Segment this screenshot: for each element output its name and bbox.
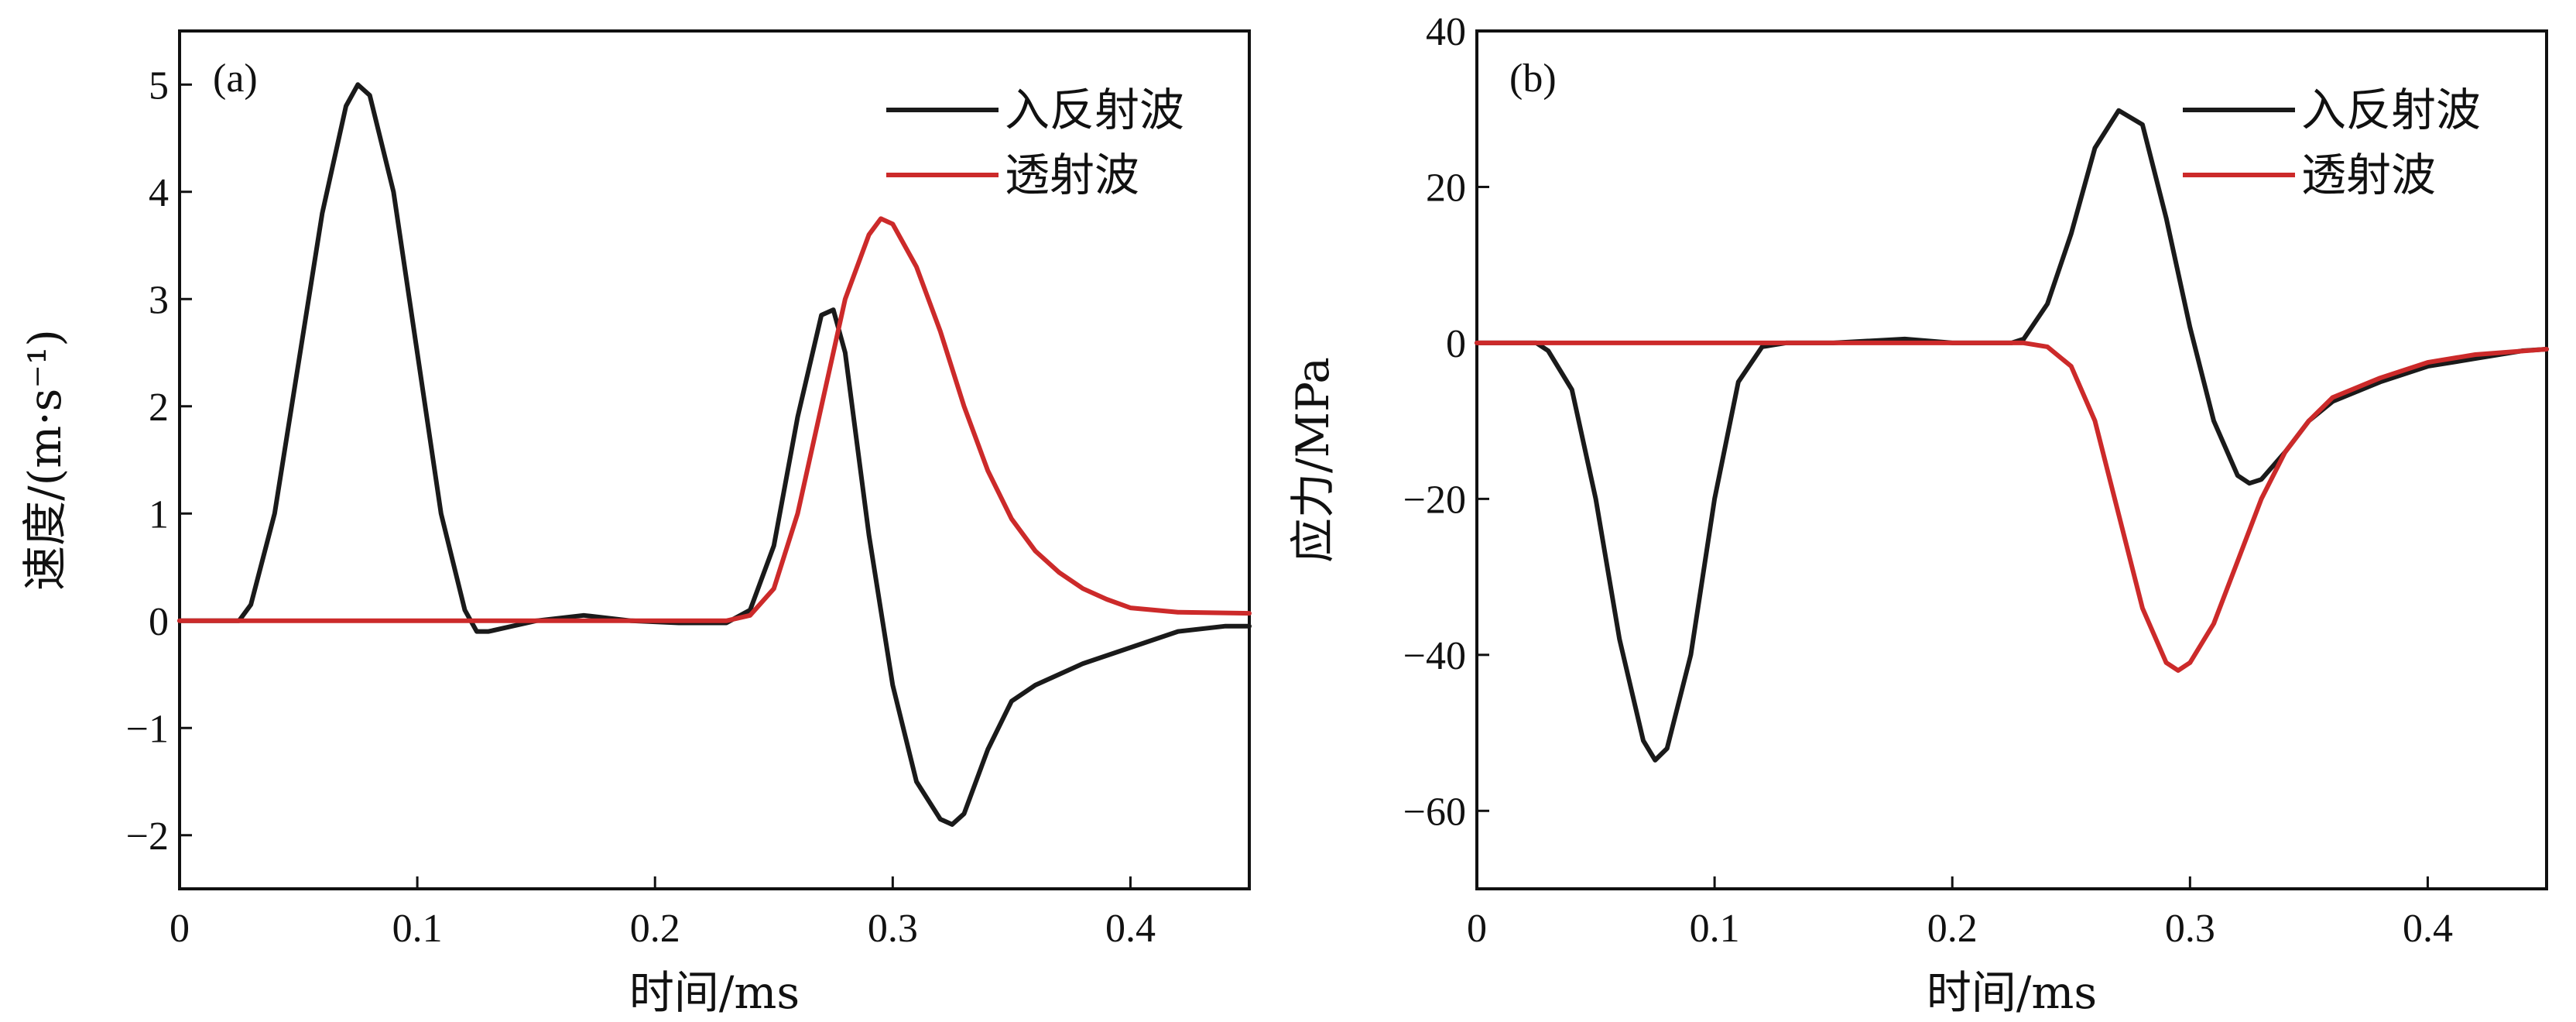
y-axis-label-a: 速度/(m·s⁻¹): [19, 329, 71, 591]
x-tick-label: 0.2: [1927, 907, 1978, 951]
legend-label-transmitted-b: 透射波: [2301, 149, 2436, 201]
x-tick-label: 0.3: [868, 907, 918, 951]
x-tick-label: 0: [1467, 907, 1487, 951]
y-tick-label: 1: [149, 492, 169, 537]
series-line-transmitted-b: [1475, 340, 2549, 673]
panel-label-a: (a): [213, 57, 258, 101]
axis-ticks-b: 0 0.1 0.2 0.3 0.4 −60 −40 −20 0 20 40: [1403, 10, 2453, 951]
x-tick-label: 0.3: [2165, 907, 2215, 951]
y-axis-label-b: 应力/MPa: [1286, 357, 1339, 563]
series-line-incident-reflected-b: [1475, 108, 2549, 763]
x-tick-label: 0.4: [2403, 907, 2453, 951]
y-tick-label: 0: [1446, 322, 1466, 366]
legend-label-transmitted-a: 透射波: [1005, 149, 1139, 201]
x-tick-label: 0: [170, 907, 190, 951]
x-tick-label: 0.2: [630, 907, 680, 951]
axis-ticks-a: 0 0.1 0.2 0.3 0.4 −2 −1 0 1 2 3 4 5: [126, 63, 1156, 951]
y-tick-label: 20: [1426, 166, 1466, 210]
legend-b: 入反射波 透射波: [2183, 84, 2481, 201]
x-tick-label: 0.4: [1105, 907, 1156, 951]
legend-a: 入反射波 透射波: [886, 84, 1184, 201]
y-tick-label: −40: [1403, 634, 1466, 678]
y-tick-label: 3: [149, 278, 169, 322]
legend-label-incident-reflected-b: 入反射波: [2301, 84, 2481, 136]
plot-frame-b: [1475, 29, 2548, 890]
y-tick-label: 0: [149, 600, 169, 644]
y-tick-label: −1: [126, 707, 169, 751]
y-tick-label: 4: [149, 171, 169, 215]
x-axis-label-a: 时间/ms: [629, 966, 800, 1019]
series-line-transmitted-a: [177, 216, 1252, 623]
x-axis-label-b: 时间/ms: [1927, 966, 2097, 1019]
series-group-b: [1475, 108, 2549, 763]
y-tick-label: −60: [1403, 790, 1466, 834]
panel-a: 0 0.1 0.2 0.3 0.4 −2 −1 0 1 2 3 4 5 (a) 入反射波 透射波 时间/…: [19, 29, 1252, 1019]
y-tick-label: 2: [149, 386, 169, 430]
plot-frame-a: [178, 29, 1251, 890]
panel-b: 0 0.1 0.2 0.3 0.4 −60 −40 −20 0 20 40 (b) 入反射波 透射波…: [1286, 10, 2549, 1019]
x-tick-label: 0.1: [1690, 907, 1740, 951]
y-tick-label: −20: [1403, 478, 1466, 522]
y-tick-label: −2: [126, 815, 169, 859]
legend-label-incident-reflected-a: 入反射波: [1005, 84, 1184, 136]
x-tick-label: 0.1: [392, 907, 443, 951]
panel-label-b: (b): [1509, 57, 1557, 101]
series-group-a: [177, 82, 1252, 827]
y-tick-label: 5: [149, 63, 169, 108]
y-tick-label: 40: [1426, 10, 1466, 54]
